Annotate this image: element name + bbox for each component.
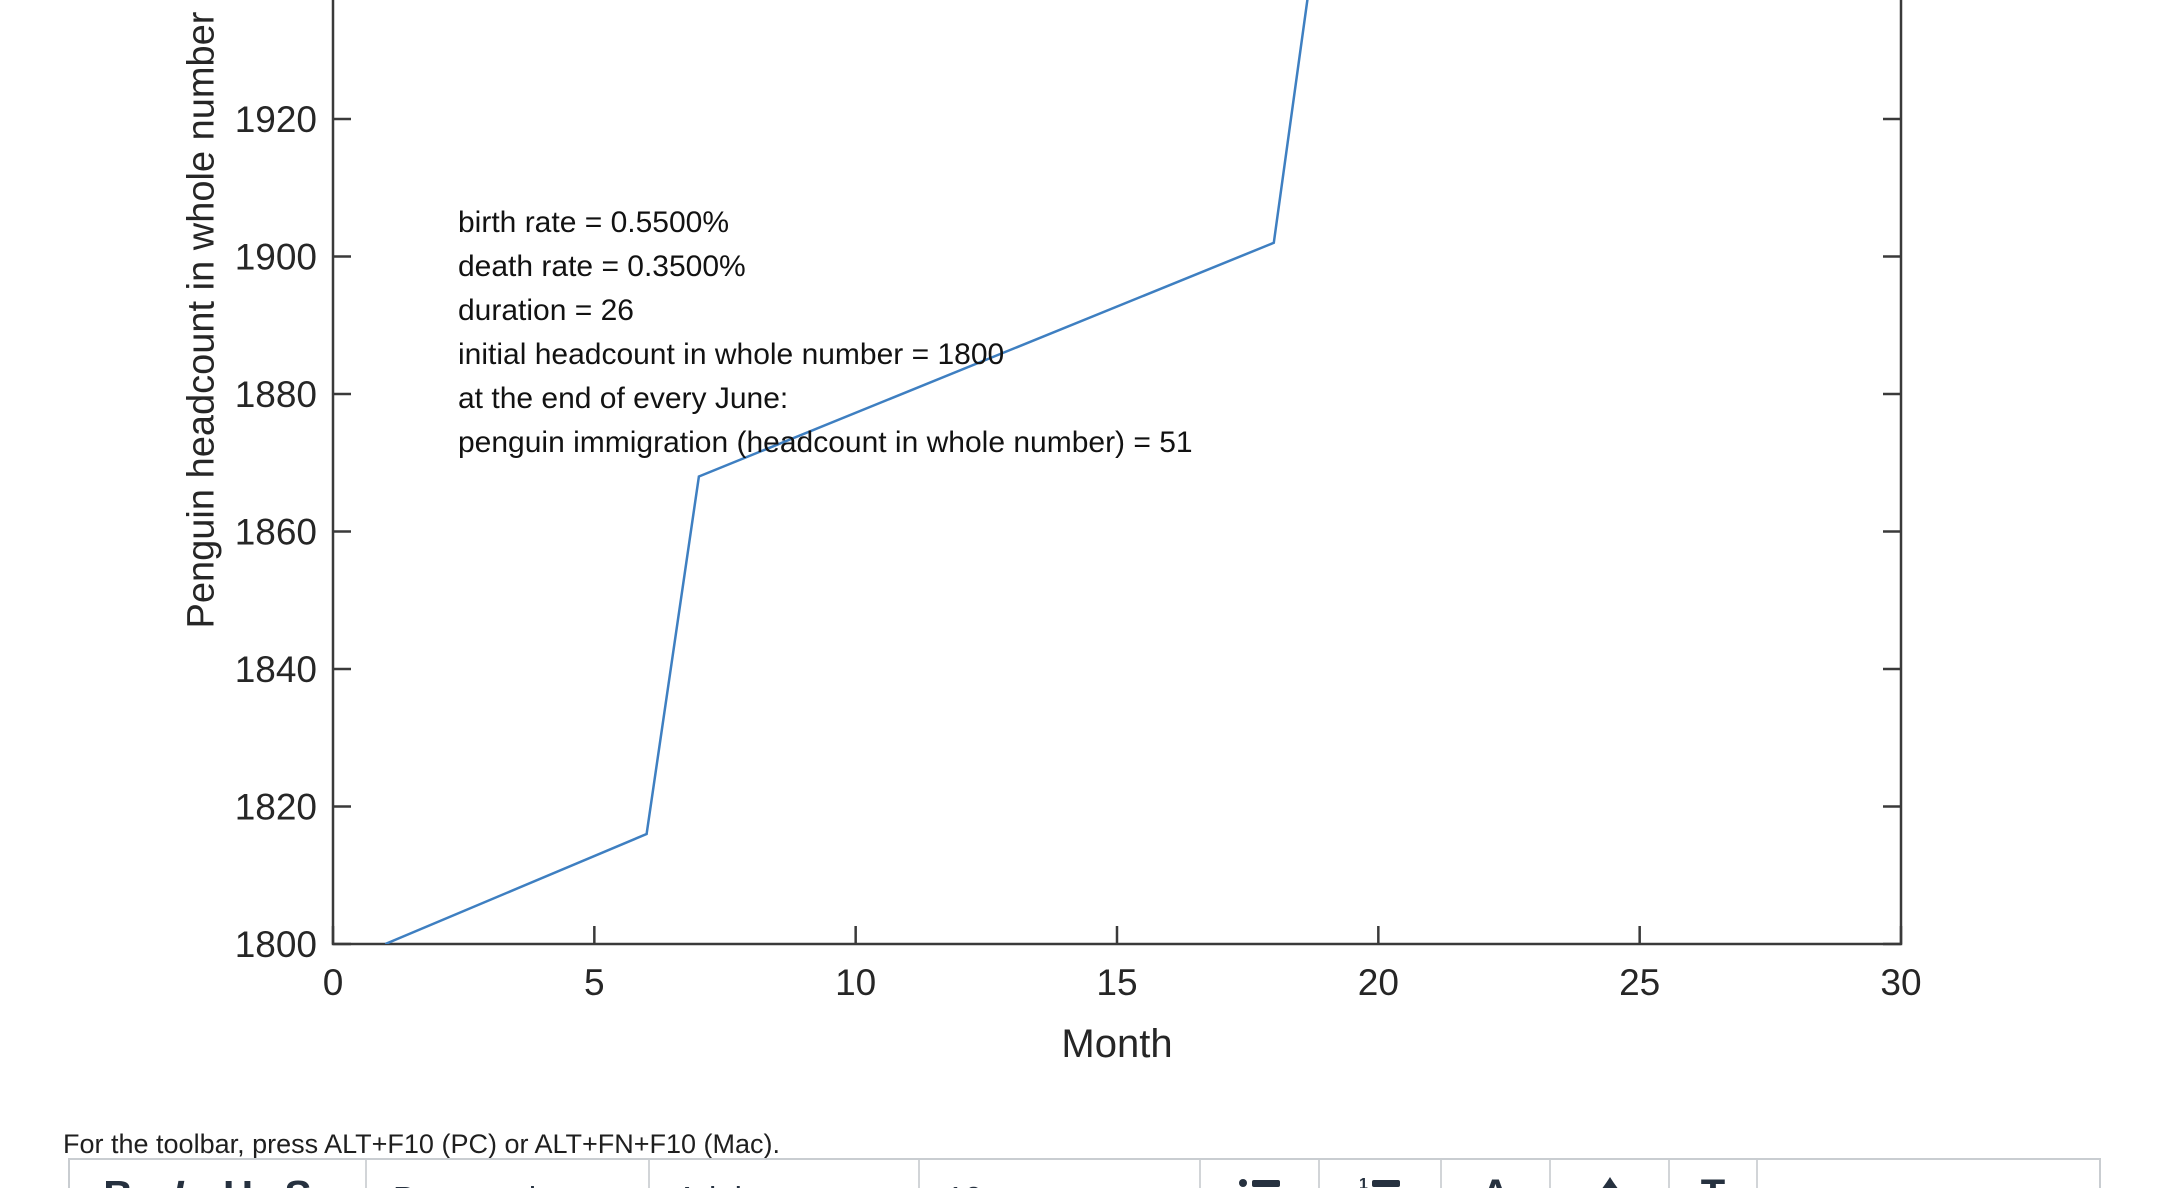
numbered-list-button[interactable]: 123 <box>1357 1174 1403 1188</box>
x-axis-label: Month <box>1061 1022 1173 1066</box>
highlight-color-button[interactable] <box>1587 1174 1633 1188</box>
y-axis-label: Penguin headcount in whole number <box>180 11 223 629</box>
y-tick-label: 1880 <box>235 374 317 415</box>
x-tick-label: 10 <box>835 962 876 1003</box>
annotation-line: at the end of every June: <box>458 382 789 415</box>
x-tick-label: 0 <box>323 962 344 1003</box>
toolbar-spacer <box>1758 1160 2099 1188</box>
font-size-dropdown[interactable]: 10pt <box>920 1160 1010 1188</box>
y-tick-label: 1860 <box>235 512 317 553</box>
paragraph-style-dropdown[interactable]: Paragraph <box>367 1160 547 1188</box>
underline-button[interactable]: U <box>208 1160 268 1188</box>
bold-button[interactable]: B <box>88 1160 148 1188</box>
annotation-line: duration = 26 <box>458 294 634 327</box>
y-tick-label: 1900 <box>235 237 317 278</box>
clear-formatting-button: T <box>1670 1160 1758 1188</box>
text-color-button: A <box>1442 1160 1551 1188</box>
annotation-line: birth rate = 0.5500% <box>458 206 730 239</box>
annotation-block: birth rate = 0.5500% death rate = 0.3500%… <box>458 201 1193 465</box>
data-line <box>384 0 1309 944</box>
x-tick-label: 20 <box>1358 962 1399 1003</box>
annotation-line: death rate = 0.3500% <box>458 250 746 283</box>
y-tick-label: 1920 <box>235 99 317 140</box>
paragraph-style-dropdown: Paragraph <box>367 1160 650 1188</box>
text-color-button[interactable]: A <box>1481 1172 1510 1188</box>
x-tick-label: 30 <box>1880 962 1921 1003</box>
annotation-line: penguin immigration (headcount in whole … <box>458 426 1193 459</box>
svg-text:1: 1 <box>1359 1176 1368 1188</box>
font-family-dropdown[interactable]: Arial <box>650 1160 742 1188</box>
numbered-list-icon: 123 <box>1357 1174 1403 1188</box>
clear-formatting-button[interactable]: T <box>1701 1172 1725 1188</box>
plot-axes <box>331 0 1903 946</box>
x-tick-label: 5 <box>584 962 605 1003</box>
text-style-group: BIUS <box>70 1160 367 1188</box>
bullet-list-button <box>1201 1160 1320 1188</box>
toolbar-instruction-text: For the toolbar, press ALT+F10 (PC) or A… <box>63 1129 781 1159</box>
highlight-color-button <box>1551 1160 1670 1188</box>
annotation-line: initial headcount in whole number = 1800 <box>458 338 1005 371</box>
x-tick-label: 25 <box>1619 962 1660 1003</box>
x-tick-label: 15 <box>1096 962 1137 1003</box>
bullet-list-icon <box>1237 1174 1283 1188</box>
y-tick-label: 1820 <box>235 787 317 828</box>
y-tick-label: 1800 <box>235 924 317 965</box>
droplet-icon <box>1587 1174 1633 1188</box>
editor-toolbar: BIUSParagraphArial10pt123AT <box>68 1158 2101 1188</box>
y-tick-label: 1840 <box>235 649 317 690</box>
bullet-list-button[interactable] <box>1237 1174 1283 1188</box>
strikethrough-button[interactable]: S <box>268 1160 328 1188</box>
numbered-list-button: 123 <box>1320 1160 1442 1188</box>
italic-button[interactable]: I <box>148 1160 208 1188</box>
font-size-dropdown: 10pt <box>920 1160 1201 1188</box>
font-family-dropdown: Arial <box>650 1160 920 1188</box>
